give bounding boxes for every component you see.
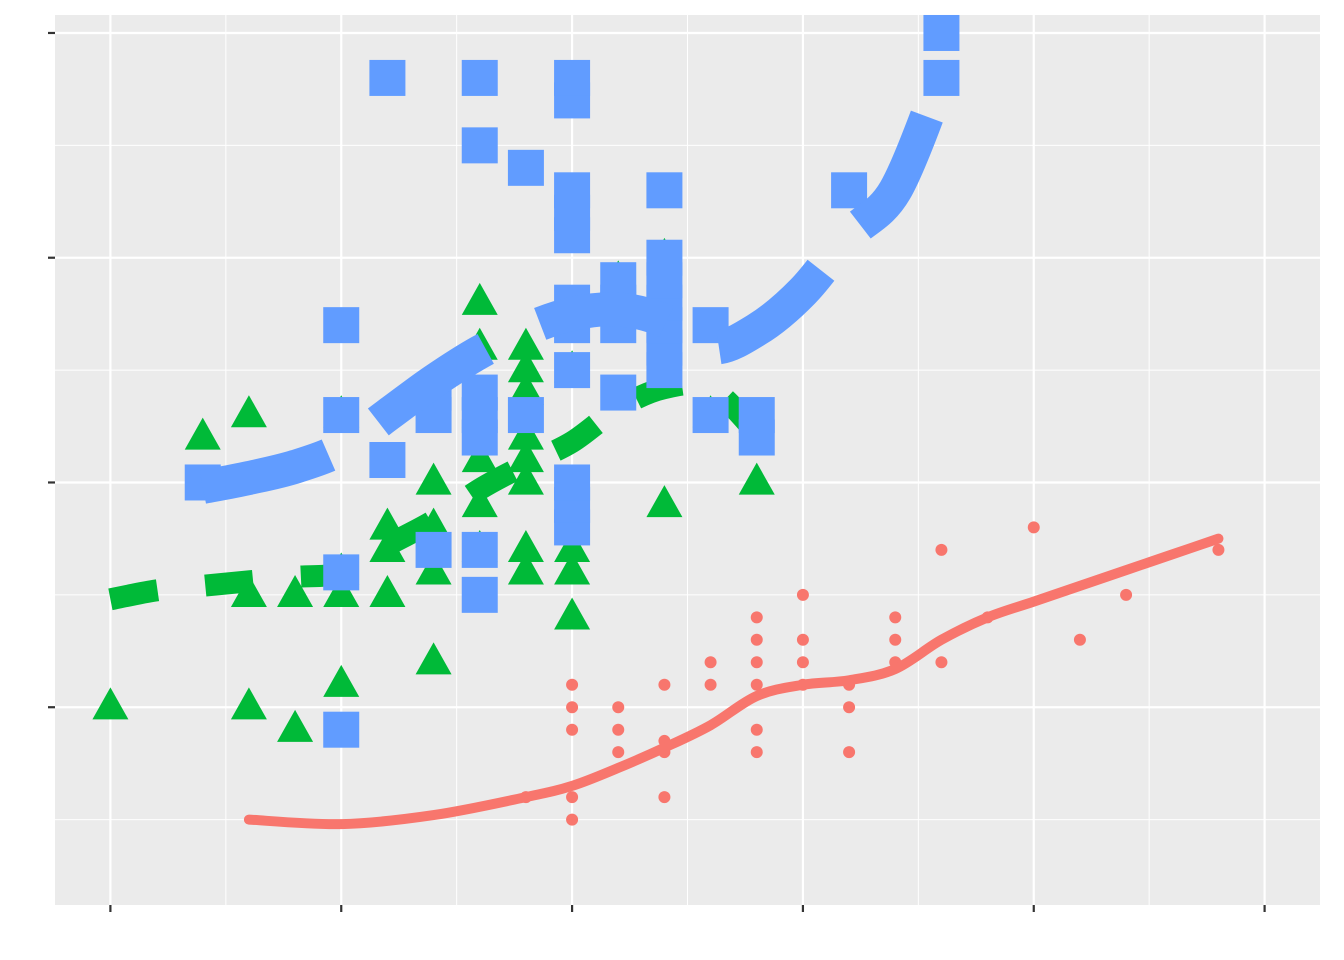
data-point bbox=[507, 372, 544, 405]
data-point bbox=[738, 462, 775, 495]
data-point bbox=[1073, 633, 1086, 646]
data-point bbox=[704, 656, 717, 669]
data-point bbox=[646, 172, 683, 209]
data-point bbox=[646, 239, 683, 276]
data-point bbox=[612, 723, 625, 736]
data-point bbox=[658, 791, 671, 804]
data-point bbox=[796, 588, 809, 601]
data-point bbox=[507, 440, 544, 473]
data-point bbox=[935, 543, 948, 556]
data-point bbox=[750, 678, 763, 691]
data-point bbox=[704, 678, 717, 691]
data-point bbox=[843, 701, 856, 714]
data-point bbox=[507, 462, 544, 495]
data-point bbox=[277, 709, 314, 742]
data-point bbox=[796, 633, 809, 646]
data-point bbox=[923, 14, 960, 51]
axes bbox=[48, 31, 1266, 912]
data-point bbox=[750, 656, 763, 669]
data-point bbox=[415, 462, 452, 495]
data-point bbox=[796, 656, 809, 669]
data-point bbox=[554, 530, 591, 563]
data-point bbox=[369, 575, 406, 608]
data-point bbox=[566, 791, 579, 804]
data-point bbox=[507, 327, 544, 360]
data-point bbox=[612, 701, 625, 714]
data-point bbox=[646, 485, 683, 518]
data-point bbox=[612, 746, 625, 759]
data-point bbox=[566, 701, 579, 714]
data-point bbox=[554, 172, 591, 209]
data-point bbox=[658, 678, 671, 691]
data-point bbox=[750, 633, 763, 646]
data-point bbox=[323, 397, 360, 434]
smooth-line bbox=[199, 71, 958, 504]
data-point bbox=[750, 611, 763, 624]
data-point bbox=[415, 552, 452, 585]
data-point bbox=[507, 552, 544, 585]
series-2 bbox=[184, 14, 960, 748]
smooth-line bbox=[243, 533, 1224, 830]
data-point bbox=[369, 442, 406, 478]
data-point bbox=[831, 172, 868, 209]
data-point bbox=[369, 530, 406, 563]
data-point bbox=[566, 678, 579, 691]
data-point bbox=[461, 59, 498, 96]
data-point bbox=[184, 417, 221, 450]
data-point bbox=[507, 397, 544, 434]
data-point bbox=[323, 554, 360, 591]
data-point bbox=[1212, 543, 1225, 556]
data-point bbox=[461, 127, 498, 164]
data-point bbox=[461, 531, 498, 568]
data-point bbox=[935, 656, 948, 669]
data-point bbox=[554, 552, 591, 585]
data-point bbox=[461, 576, 498, 613]
data-point bbox=[507, 417, 544, 450]
data-point bbox=[1027, 521, 1040, 534]
data-point bbox=[600, 374, 637, 411]
data-point bbox=[566, 723, 579, 736]
data-point bbox=[843, 746, 856, 759]
data-point bbox=[554, 352, 591, 389]
data-point bbox=[415, 642, 452, 675]
data-point bbox=[738, 397, 775, 434]
data-point bbox=[889, 633, 902, 646]
data-point bbox=[277, 575, 314, 608]
data-point bbox=[750, 723, 763, 736]
data-point bbox=[692, 397, 729, 434]
data-point bbox=[750, 746, 763, 759]
smooth-line bbox=[108, 372, 765, 611]
data-point bbox=[323, 575, 360, 608]
data-point bbox=[415, 531, 452, 568]
data-point bbox=[369, 59, 406, 96]
data-point bbox=[507, 530, 544, 563]
data-point bbox=[461, 440, 498, 473]
data-point bbox=[323, 711, 360, 748]
data-point bbox=[323, 664, 360, 697]
data-point bbox=[554, 597, 591, 630]
data-point bbox=[507, 149, 544, 186]
data-point bbox=[889, 611, 902, 624]
data-point bbox=[507, 350, 544, 383]
data-point bbox=[230, 395, 267, 428]
series-layer bbox=[92, 14, 1225, 830]
data-point bbox=[566, 813, 579, 826]
data-point bbox=[600, 262, 637, 299]
data-point bbox=[1120, 588, 1133, 601]
data-point bbox=[461, 282, 498, 315]
data-point bbox=[554, 464, 591, 501]
data-point bbox=[92, 687, 129, 720]
data-point bbox=[923, 59, 960, 96]
major-gridlines bbox=[55, 15, 1320, 905]
data-point bbox=[461, 374, 498, 411]
series-0 bbox=[243, 521, 1225, 830]
data-point bbox=[230, 687, 267, 720]
data-point bbox=[323, 307, 360, 344]
data-point bbox=[554, 59, 591, 96]
